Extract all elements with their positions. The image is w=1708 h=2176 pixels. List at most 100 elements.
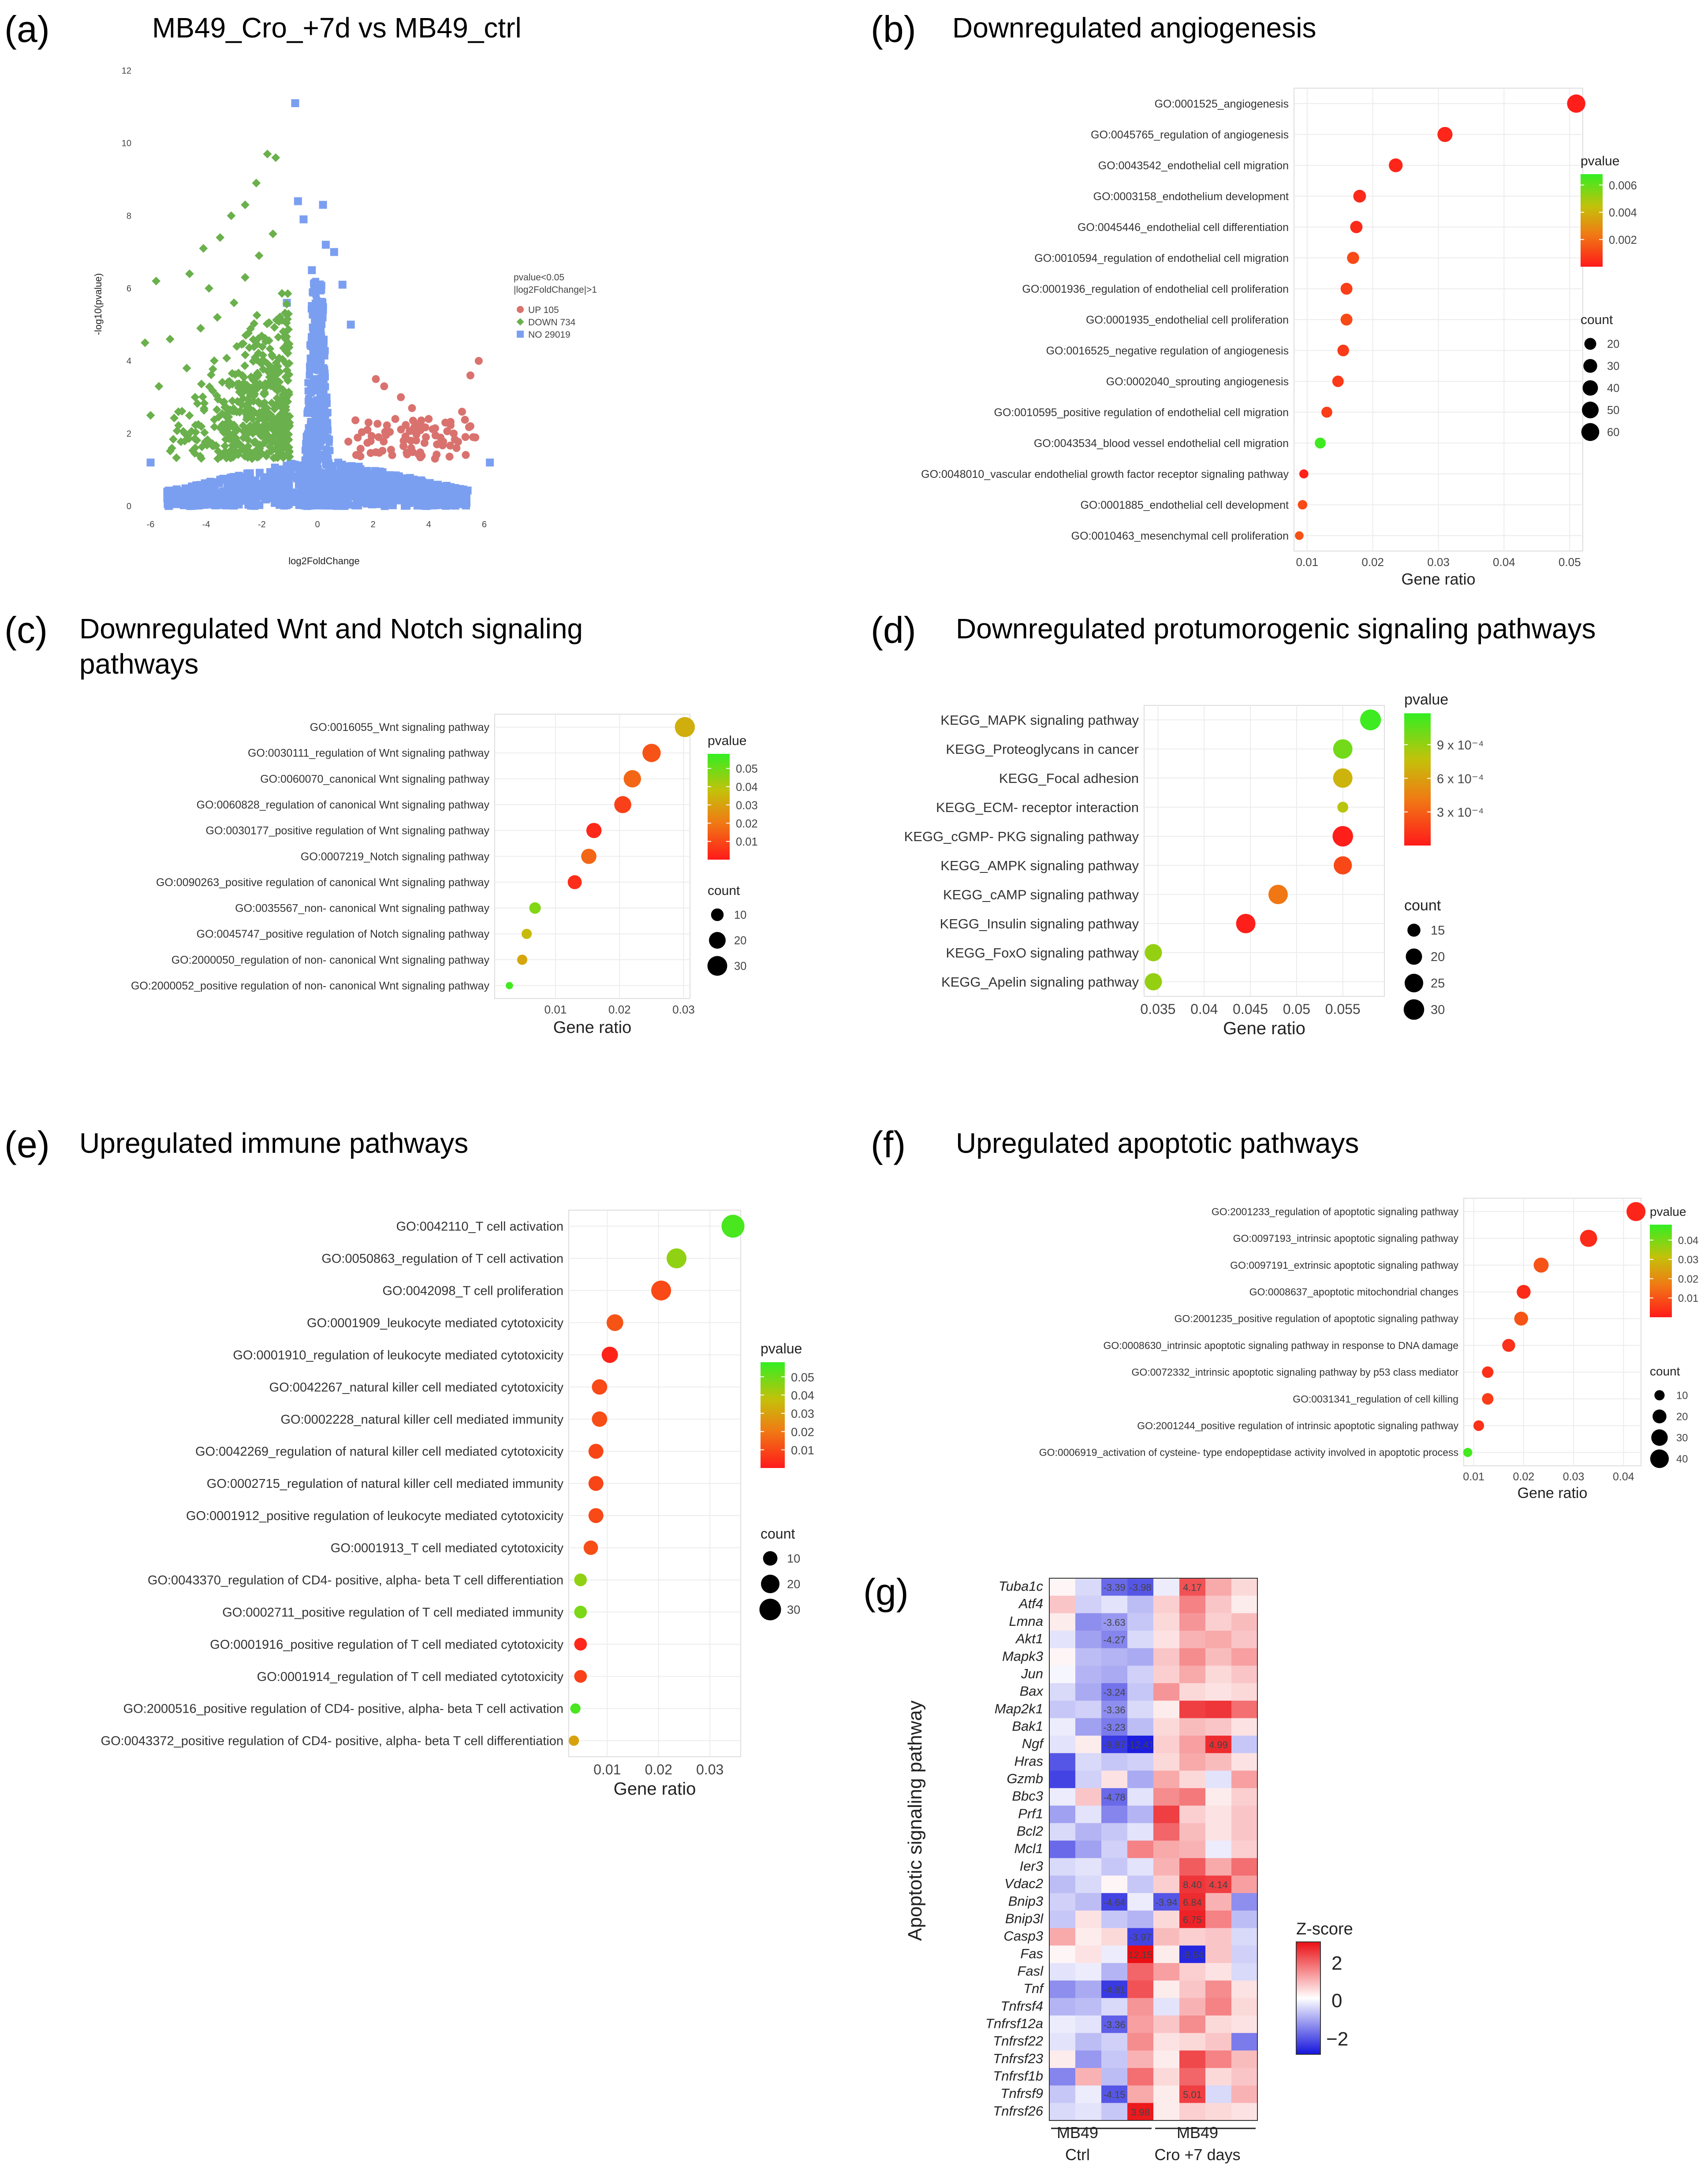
term-label-e-13: GO:0001916_positive regulation of T cell… (210, 1638, 563, 1652)
dot-d-8 (1145, 944, 1162, 961)
heat-cell-4-7 (1231, 1648, 1258, 1666)
legend-up-label: UP 105 (528, 305, 559, 315)
heat-cell-24-7 (1231, 1998, 1258, 2016)
term-label-e-8: GO:0002715_regulation of natural killer … (207, 1477, 564, 1491)
term-label-c-10: GO:2000052_positive regulation of non- c… (131, 980, 490, 992)
heat-cell-12-3 (1127, 1788, 1154, 1806)
ns-point (432, 493, 440, 501)
gene-label-10: Hras (1014, 1753, 1043, 1769)
xtick-e-2: 0.03 (696, 1762, 723, 1777)
heat-cell-30-7 (1231, 2103, 1258, 2121)
volcano-xtick-0: -6 (147, 520, 155, 529)
dot-f-9 (1463, 1448, 1473, 1457)
heat-cell-11-7 (1231, 1770, 1258, 1788)
heat-cell-7-6 (1205, 1700, 1232, 1718)
heat-cell-2-1 (1075, 1613, 1102, 1631)
heat-cell-16-3 (1127, 1858, 1154, 1876)
heat-cell-30-2 (1101, 2103, 1128, 2121)
heat-cell-7-3 (1127, 1700, 1154, 1718)
heat-cell-5-4 (1153, 1666, 1180, 1684)
size-legend-label-b-4: 60 (1607, 426, 1619, 439)
heat-cell-23-7 (1231, 1980, 1258, 1998)
xtick-d-2: 0.045 (1233, 1001, 1268, 1017)
dot-f-8 (1473, 1420, 1484, 1431)
ns-point (308, 455, 315, 463)
term-label-b-13: GO:0001885_endothelial cell development (1080, 499, 1289, 511)
gene-label-18: Bnip3 (1008, 1893, 1043, 1909)
heat-cell-1-5 (1179, 1595, 1206, 1613)
down-point (200, 428, 209, 437)
ns-point (394, 488, 403, 496)
dot-b-0 (1567, 94, 1585, 113)
ns-point (378, 468, 387, 477)
ns-point (255, 491, 263, 499)
ns-point (321, 376, 328, 384)
ns-point-11 (347, 320, 355, 329)
ns-point (367, 474, 376, 482)
heat-cell-20-5 (1179, 1928, 1206, 1946)
heat-cell-24-1 (1075, 1998, 1102, 2016)
term-label-b-7: GO:0001935_endothelial cell proliferatio… (1086, 314, 1289, 326)
heat-cell-1-4 (1153, 1595, 1180, 1613)
dot-c-1 (642, 744, 661, 762)
ns-point (206, 492, 214, 500)
title-d: Downregulated protumorogenic signaling p… (956, 613, 1596, 645)
ns-point (277, 470, 285, 478)
ns-point-0 (291, 99, 299, 108)
heat-cell-8-6 (1205, 1718, 1232, 1736)
term-label-f-4: GO:2001235_positive regulation of apopto… (1175, 1313, 1459, 1324)
colorbar-tick-d-2: 9 x 10⁻⁴ (1437, 738, 1484, 753)
ns-point (306, 448, 313, 455)
gene-label-17: Vdac2 (1004, 1876, 1043, 1891)
color-legend-title-f: pvalue (1650, 1205, 1686, 1218)
heat-cell-6-6 (1205, 1683, 1232, 1701)
dot-c-5 (581, 849, 597, 864)
heat-cell-19-3 (1127, 1910, 1154, 1929)
term-label-e-4: GO:0001910_regulation of leukocyte media… (233, 1348, 563, 1362)
heat-cell-10-6 (1205, 1753, 1232, 1771)
up-point-10 (391, 415, 399, 423)
dot-b-1 (1437, 127, 1453, 142)
ns-point (318, 396, 325, 403)
ns-point (212, 491, 220, 499)
up-point (356, 444, 365, 453)
ns-point (319, 298, 327, 306)
heatmap-group-cro-line1: MB49 (1177, 2124, 1218, 2142)
heat-cell-23-0 (1049, 1980, 1076, 1998)
dot-f-7 (1482, 1393, 1494, 1405)
ns-point (285, 482, 293, 491)
term-label-b-11: GO:0043534_blood vessel endothelial cell… (1034, 437, 1289, 450)
heat-cell-29-3 (1127, 2085, 1154, 2103)
xtick-c-0: 0.01 (544, 1003, 567, 1016)
ns-point (317, 357, 325, 365)
dot-b-14 (1295, 531, 1304, 540)
heat-cell-20-7 (1231, 1928, 1258, 1946)
xtick-d-0: 0.035 (1140, 1001, 1175, 1017)
up-point-3 (408, 404, 416, 412)
gene-label-23: Tnf (1023, 1981, 1044, 1996)
dot-d-3 (1337, 801, 1349, 813)
cell-annotation-24: 5.01 (1183, 2089, 1202, 2100)
volcano-ytick-6: 12 (122, 66, 131, 76)
gene-label-2: Lmna (1009, 1613, 1043, 1629)
heat-cell-8-1 (1075, 1718, 1102, 1736)
volcano-legend-title-1: pvalue<0.05 (514, 272, 564, 283)
legend-no-marker (517, 331, 524, 338)
ns-point (228, 485, 237, 493)
gene-label-29: Tnfrsf9 (1001, 2086, 1043, 2101)
ns-point (421, 494, 429, 503)
heat-cell-5-0 (1049, 1666, 1076, 1684)
dot-e-8 (588, 1476, 604, 1491)
term-label-c-8: GO:0045747_positive regulation of Notch … (197, 928, 490, 940)
ns-point (325, 459, 333, 466)
term-label-e-16: GO:0043372_positive regulation of CD4- p… (101, 1734, 563, 1748)
heat-cell-7-1 (1075, 1700, 1102, 1718)
heat-cell-8-0 (1049, 1718, 1076, 1736)
ns-point (302, 440, 310, 447)
size-legend-label-e-2: 30 (787, 1603, 800, 1617)
cell-annotation-2: 4.17 (1183, 1582, 1202, 1593)
heat-cell-13-3 (1127, 1805, 1154, 1823)
size-legend-label-b-0: 20 (1607, 338, 1619, 350)
colorbar-tick-f-3: 0.04 (1678, 1235, 1698, 1247)
xtick-f-2: 0.03 (1563, 1471, 1585, 1483)
